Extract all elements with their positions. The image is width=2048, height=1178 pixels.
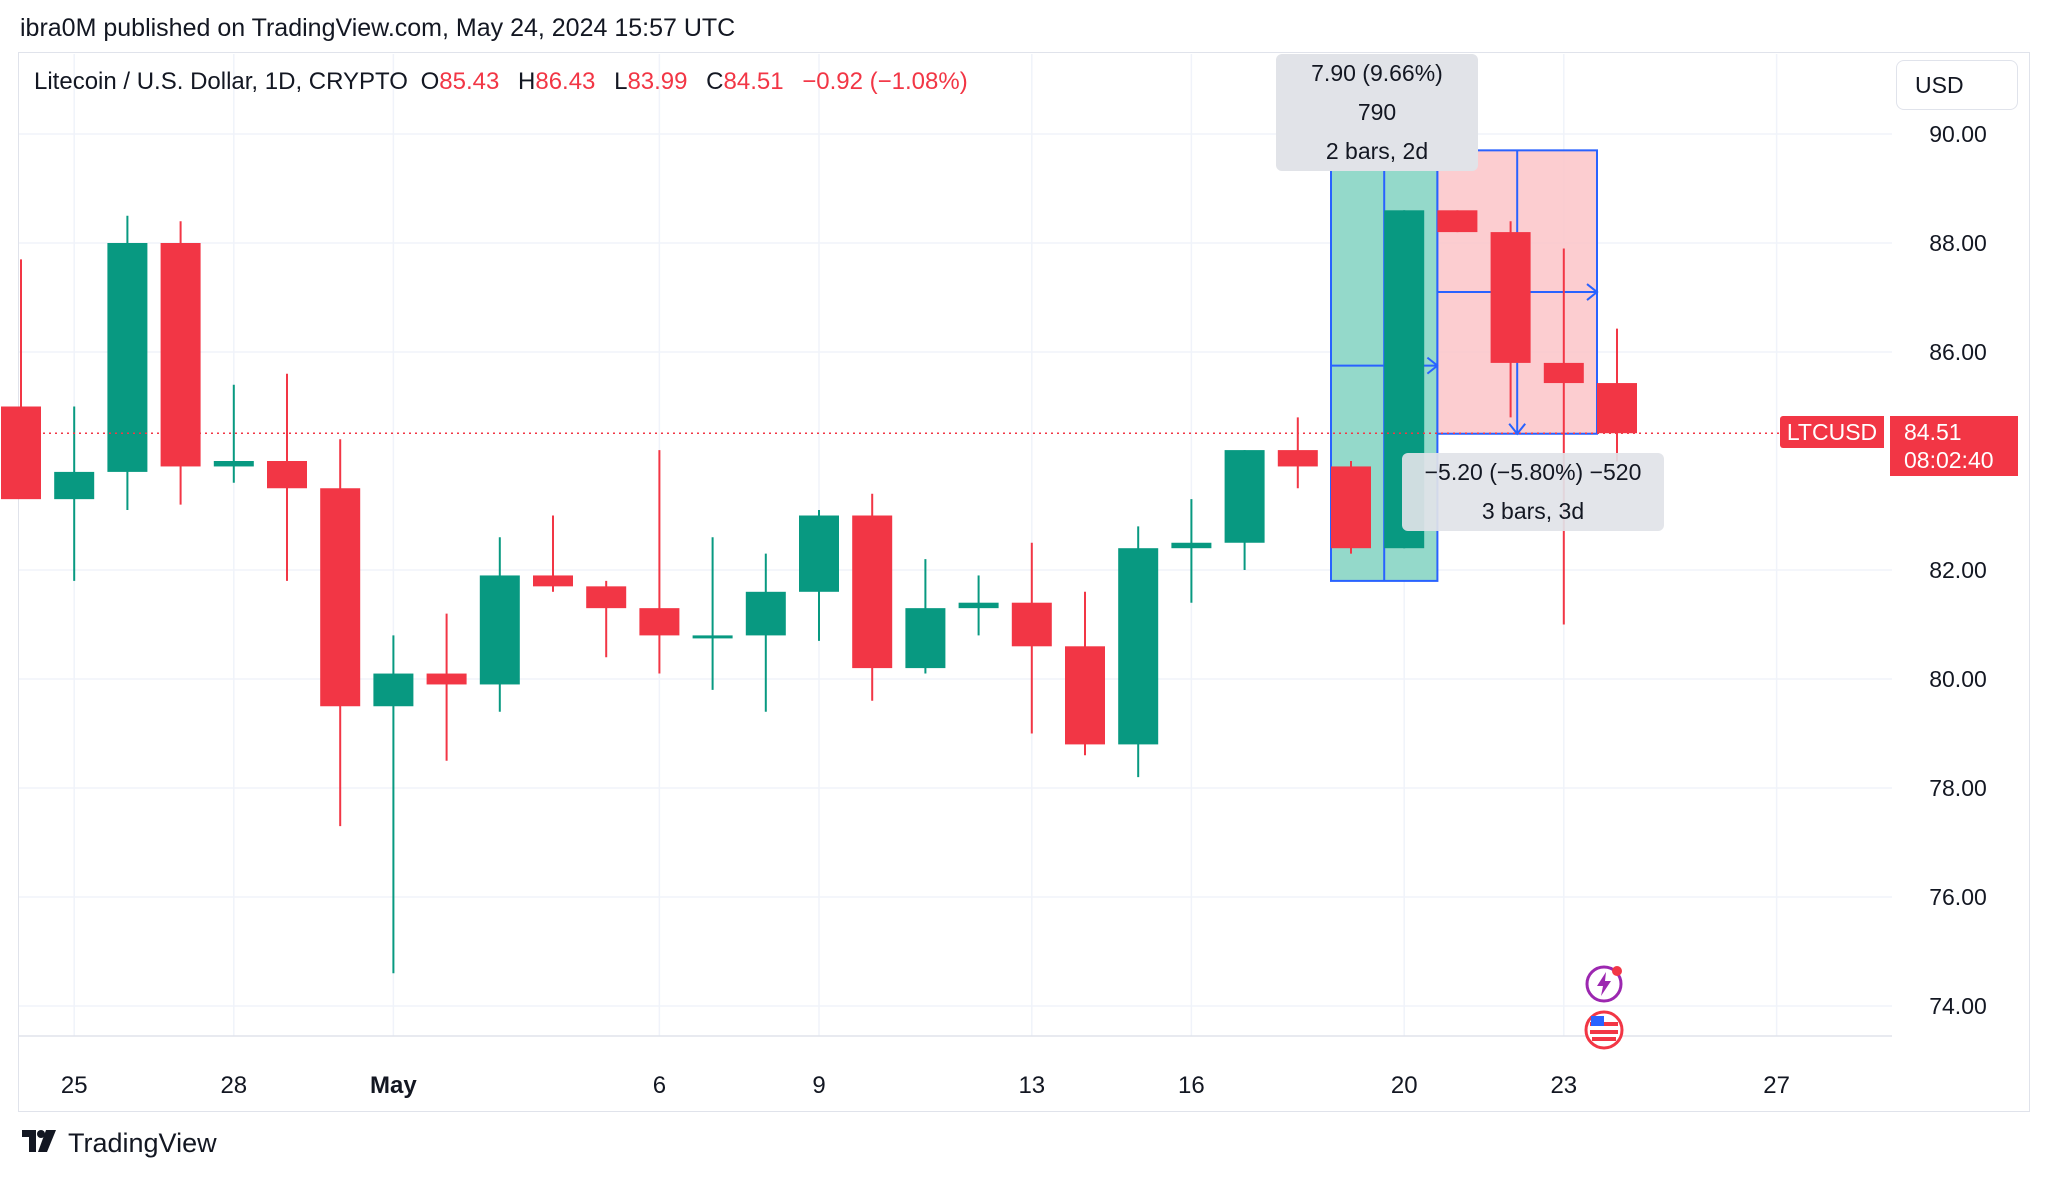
price-tick-label: 90.00 — [1929, 121, 1987, 147]
legend-change: −0.92 (−1.08%) — [802, 68, 968, 95]
symbol-price-tag: LTCUSD — [1780, 416, 1884, 448]
candle-body — [905, 608, 946, 669]
chart-frame — [18, 52, 2030, 1112]
legend-symbol: Litecoin / U.S. Dollar, 1D, CRYPTO — [34, 68, 408, 95]
tradingview-brand: TradingView — [68, 1128, 217, 1158]
time-tick-label: 25 — [61, 1072, 88, 1099]
candle-body — [958, 602, 999, 609]
measure-h-arrow — [1586, 283, 1599, 301]
tradingview-logo[interactable]: TradingView — [22, 1128, 217, 1159]
candle-body — [639, 608, 680, 636]
candle-body — [479, 575, 520, 685]
legend-high: 86.43 — [535, 68, 596, 95]
candle-body — [213, 461, 254, 467]
candle-body — [267, 461, 307, 489]
candle-body — [745, 591, 786, 636]
time-tick-label: 23 — [1550, 1072, 1577, 1099]
candle-body — [692, 635, 733, 639]
candle-body — [1597, 383, 1637, 434]
price-tick-label: 86.00 — [1929, 339, 1987, 365]
candle-body — [1224, 450, 1265, 543]
legend-open-label: O — [420, 68, 440, 95]
chart-legend: Litecoin / U.S. Dollar, 1D, CRYPTO O85.4… — [34, 68, 968, 96]
measure-up-bars: 2 bars, 2d — [1325, 138, 1429, 164]
time-tick-label: 9 — [812, 1072, 825, 1099]
candle-body — [1543, 362, 1584, 384]
candle-body — [1171, 542, 1212, 549]
lightning-alert-icon[interactable] — [1584, 964, 1623, 1003]
time-tick-label: 16 — [1178, 1072, 1205, 1099]
measure-down-bars: 3 bars, 3d — [1481, 498, 1585, 524]
legend-low-label: L — [614, 68, 628, 95]
time-tick-label: 28 — [220, 1072, 247, 1099]
candle-body — [1118, 548, 1159, 745]
legend-close: 84.51 — [723, 68, 784, 95]
candle-body — [1331, 466, 1371, 549]
legend-low: 83.99 — [627, 68, 688, 95]
time-tick-label: 13 — [1018, 1072, 1045, 1099]
candle-body — [1437, 210, 1478, 233]
last-price-value: 84.51 — [1904, 419, 1962, 445]
candle-body — [533, 575, 573, 587]
legend-close-label: C — [706, 68, 724, 95]
grid-lines — [19, 54, 1892, 1036]
measure-up-label: 7.90 (9.66%) 790 2 bars, 2d — [1276, 54, 1478, 171]
candle-body — [107, 243, 148, 472]
legend-open: 85.43 — [439, 68, 500, 95]
bar-countdown: 08:02:40 — [1904, 447, 1994, 473]
candle-body — [1065, 646, 1105, 745]
candle-body — [160, 243, 201, 467]
price-tick-label: 80.00 — [1929, 666, 1987, 692]
candle-body — [799, 515, 839, 592]
legend-high-label: H — [518, 68, 536, 95]
price-tick-label: 88.00 — [1929, 230, 1987, 256]
time-axis: 25 28 May 6 9 13 16 20 23 27 — [19, 1035, 1892, 1099]
price-tick-label: 78.00 — [1929, 775, 1987, 801]
candle-body — [1277, 450, 1318, 467]
tradingview-logo-icon — [22, 1128, 58, 1159]
measure-up-value: 7.90 (9.66%) 790 — [1311, 60, 1443, 125]
time-tick-label: 27 — [1763, 1072, 1790, 1099]
price-axis: 90.00 88.00 86.00 82.00 80.00 78.00 76.00 74.00 — [1929, 121, 1987, 1019]
measure-down-value: −5.20 (−5.80%) −520 — [1424, 459, 1642, 485]
currency-button[interactable]: USD — [1896, 60, 2018, 110]
candle-body — [586, 586, 627, 609]
publish-info: ibra0M published on TradingView.com, May… — [20, 14, 736, 42]
price-tick-label: 74.00 — [1929, 993, 1987, 1019]
last-price-tag: 84.51 08:02:40 — [1890, 416, 2018, 476]
candle-body — [1490, 232, 1531, 363]
candle-body — [1011, 602, 1052, 647]
price-tick-label: 82.00 — [1929, 557, 1987, 583]
candle-body — [852, 515, 893, 669]
candle-body — [54, 471, 95, 500]
time-tick-label: 6 — [653, 1072, 666, 1099]
candles — [1, 210, 1637, 974]
candle-body — [426, 673, 467, 685]
time-tick-label: 20 — [1391, 1072, 1418, 1099]
candle-body — [1, 406, 41, 500]
measure-v-arrow — [1508, 423, 1526, 436]
price-tick-label: 76.00 — [1929, 884, 1987, 910]
candle-body — [320, 488, 361, 707]
us-flag-icon[interactable] — [1584, 1010, 1624, 1050]
measure-down-label: −5.20 (−5.80%) −520 3 bars, 3d — [1402, 453, 1664, 531]
time-tick-label: May — [370, 1072, 417, 1099]
candle-body — [373, 673, 414, 707]
